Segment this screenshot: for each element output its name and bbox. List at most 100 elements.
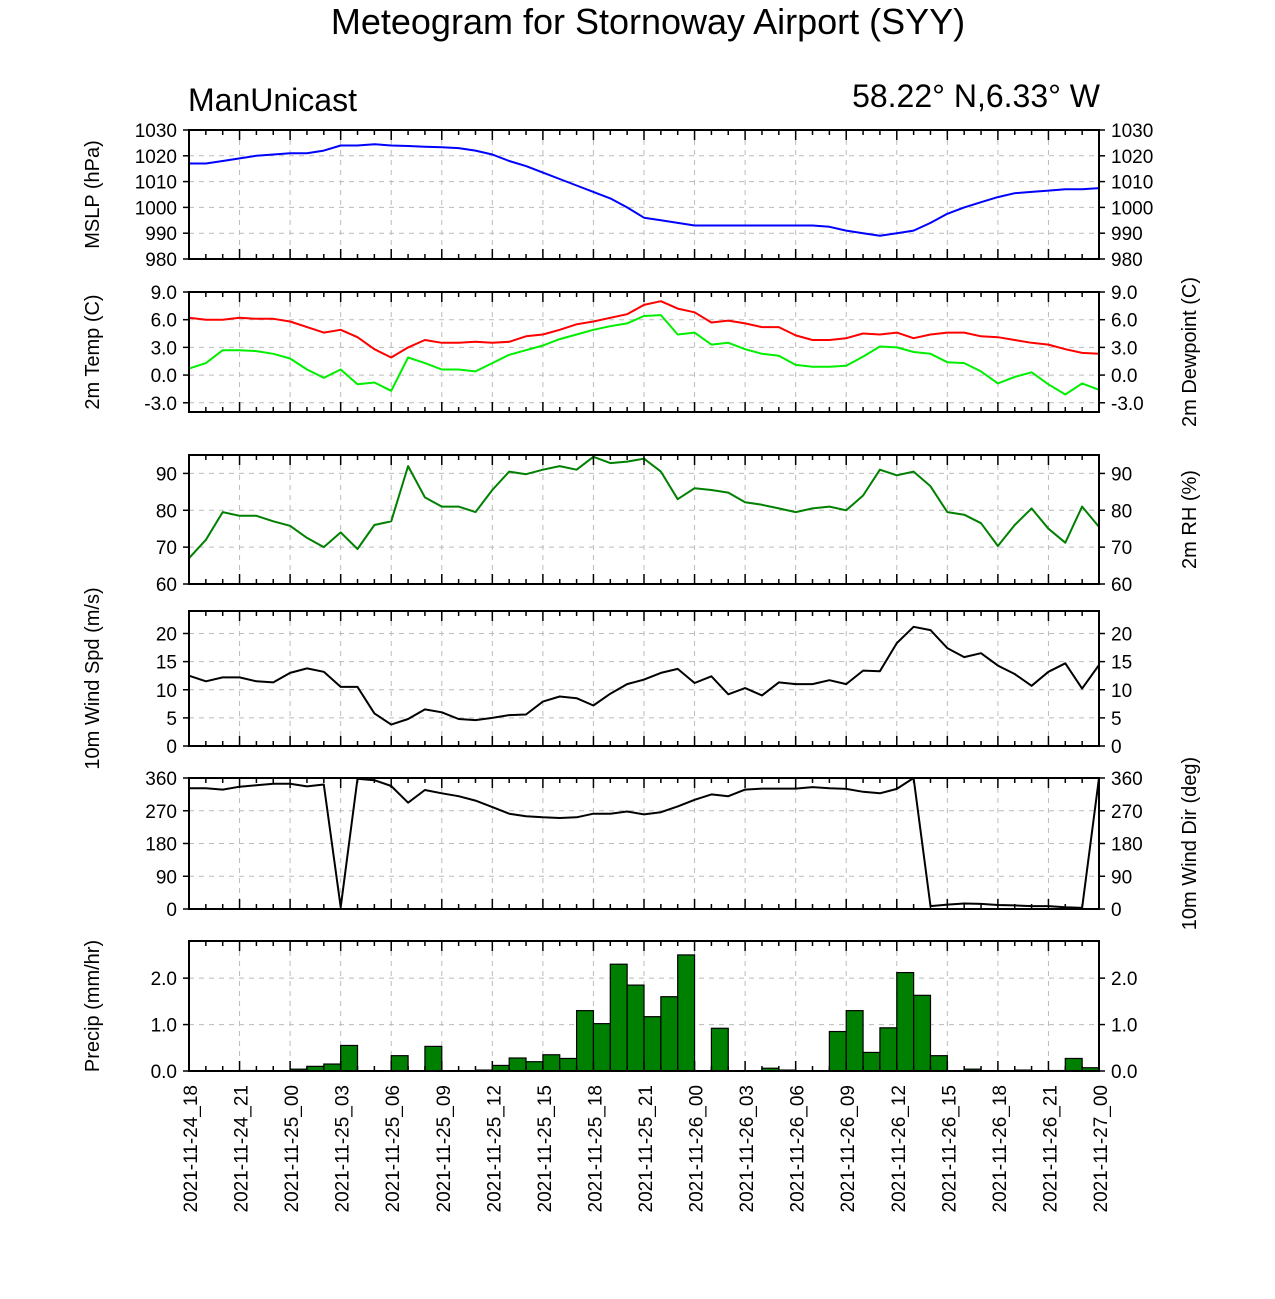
y-tick-label-left: 80 — [156, 501, 177, 522]
panel-3: 60 60 70 70 80 80 90 90 2m RH (%) — [156, 454, 1201, 596]
precip-bar — [845, 1010, 864, 1072]
precip-bar — [913, 994, 932, 1072]
y-tick-label-left: 90 — [156, 867, 177, 888]
location-label: 58.22° N,6.33° W — [852, 78, 1101, 114]
y-tick-label-left: 0.0 — [151, 366, 177, 387]
y-axis-label-left: 2m Temp (C) — [82, 294, 104, 409]
panel-6: 0.0 0.0 1.0 1.0 2.0 2.0 Precip (mm/hr) — [82, 940, 1137, 1083]
y-tick-label-right: 0.0 — [1111, 366, 1137, 387]
precip-bar — [508, 1057, 527, 1072]
y-tick-label-left: 9.0 — [151, 283, 177, 304]
y-tick-label-left: 90 — [156, 464, 177, 485]
y-tick-label-left: 10 — [156, 681, 177, 702]
precip-bar — [710, 1027, 729, 1072]
y-tick-label-left: 20 — [156, 625, 177, 646]
precip-bar — [660, 996, 679, 1072]
y-tick-label-left: 0 — [166, 737, 177, 758]
series-line-1 — [188, 625, 1100, 726]
y-tick-label-left: 360 — [145, 769, 177, 790]
y-tick-label-right: 90 — [1111, 867, 1132, 888]
y-axis-label-right: 10m Wind Dir (deg) — [1179, 757, 1201, 930]
y-tick-label-left: -3.0 — [144, 394, 177, 415]
y-tick-label-right: 90 — [1111, 464, 1132, 485]
y-tick-label-left: 180 — [145, 835, 177, 856]
y-tick-label-right: 10 — [1111, 681, 1132, 702]
precip-bar — [340, 1044, 359, 1072]
y-tick-label-right: 0.0 — [1111, 1062, 1137, 1083]
y-tick-label-right: 1000 — [1111, 198, 1153, 219]
y-tick-label-right: 180 — [1111, 835, 1143, 856]
y-tick-label-left: 0 — [166, 900, 177, 921]
y-axis-label-right: 2m Dewpoint (C) — [1179, 277, 1201, 427]
precip-bar — [323, 1063, 342, 1072]
x-time-label: 2021-11-24_18 — [181, 1085, 202, 1212]
x-time-label: 2021-11-24_21 — [232, 1085, 253, 1212]
x-time-label: 2021-11-25_21 — [636, 1085, 657, 1212]
y-tick-label-left: 1010 — [135, 173, 177, 194]
x-time-labels: 2021-11-24_18 2021-11-24_21 2021-11-25_00 2… — [181, 1085, 1112, 1212]
y-tick-label-left: 15 — [156, 653, 177, 674]
y-tick-label-left: 5 — [166, 709, 177, 730]
y-tick-label-right: 15 — [1111, 653, 1132, 674]
precip-bar — [575, 1010, 595, 1072]
precip-bar — [828, 1030, 847, 1072]
y-tick-label-right: 980 — [1111, 250, 1143, 271]
precip-bar — [424, 1045, 443, 1072]
y-tick-label-right: 270 — [1111, 802, 1143, 823]
y-tick-label-right: 990 — [1111, 224, 1143, 245]
precip-bar — [862, 1051, 881, 1072]
y-axis-label-right: 2m RH (%) — [1179, 470, 1201, 569]
y-tick-label-left: 1020 — [135, 147, 177, 168]
panel-2: -3.0 -3.0 0.0 0.0 3.0 3.0 6.0 6.0 9.0 9.0 2m Temp … — [82, 277, 1201, 427]
precip-bar — [525, 1061, 544, 1072]
precip-bar — [643, 1016, 662, 1072]
y-tick-label-left: 1.0 — [151, 1016, 177, 1037]
x-time-label: 2021-11-25_03 — [333, 1085, 354, 1212]
y-axis-label-left: Precip (mm/hr) — [82, 940, 104, 1072]
y-tick-label-left: 70 — [156, 538, 177, 559]
precip-bar — [879, 1027, 898, 1072]
y-tick-label-left: 2.0 — [151, 969, 177, 990]
precip-bar — [929, 1055, 948, 1072]
y-tick-label-left: 3.0 — [151, 338, 177, 359]
x-time-label: 2021-11-26_21 — [1040, 1085, 1061, 1212]
y-tick-label-right: 70 — [1111, 538, 1132, 559]
panel-1: 980 980 990 990 1000 1000 1010 1010 1020 1020 1030… — [82, 121, 1153, 271]
y-tick-label-right: 2.0 — [1111, 969, 1137, 990]
x-time-label: 2021-11-26_09 — [838, 1085, 859, 1212]
panel-4: 0 0 5 5 10 10 15 15 20 20 10m Wind Spd (m/s) — [82, 587, 1132, 769]
y-tick-label-right: 5 — [1111, 709, 1122, 730]
series-line-2 — [188, 314, 1100, 396]
y-tick-label-right: 1020 — [1111, 147, 1153, 168]
x-time-label: 2021-11-26_18 — [990, 1085, 1011, 1212]
x-time-label: 2021-11-26_12 — [889, 1085, 910, 1212]
x-time-label: 2021-11-26_06 — [788, 1085, 809, 1212]
y-tick-label-right: 80 — [1111, 501, 1132, 522]
y-tick-label-right: 1010 — [1111, 173, 1153, 194]
y-tick-label-right: 360 — [1111, 769, 1143, 790]
series-line-1 — [189, 143, 1100, 237]
precip-bar — [559, 1057, 578, 1072]
x-time-label: 2021-11-25_12 — [484, 1085, 505, 1212]
precip-bar — [1064, 1057, 1083, 1072]
y-axis-label-left: MSLP (hPa) — [82, 140, 104, 249]
y-tick-label-right: -3.0 — [1111, 394, 1144, 415]
y-tick-label-right: 1030 — [1111, 121, 1153, 142]
y-tick-label-left: 270 — [145, 802, 177, 823]
series-line-1 — [188, 300, 1100, 359]
x-time-label: 2021-11-25_15 — [535, 1085, 556, 1212]
panel-5: 0 0 90 90 180 180 270 270 360 360 10m Wind Dir (de… — [145, 757, 1201, 930]
x-time-label: 2021-11-26_15 — [939, 1085, 960, 1212]
y-tick-label-right: 0 — [1111, 737, 1122, 758]
x-time-label: 2021-11-27_00 — [1091, 1085, 1112, 1212]
y-tick-label-left: 60 — [156, 575, 177, 596]
model-label: ManUnicast — [188, 82, 357, 118]
y-tick-label-right: 1.0 — [1111, 1016, 1137, 1037]
y-tick-label-right: 0 — [1111, 900, 1122, 921]
precip-bar — [542, 1054, 561, 1072]
y-tick-label-right: 20 — [1111, 625, 1132, 646]
y-tick-label-left: 0.0 — [151, 1062, 177, 1083]
